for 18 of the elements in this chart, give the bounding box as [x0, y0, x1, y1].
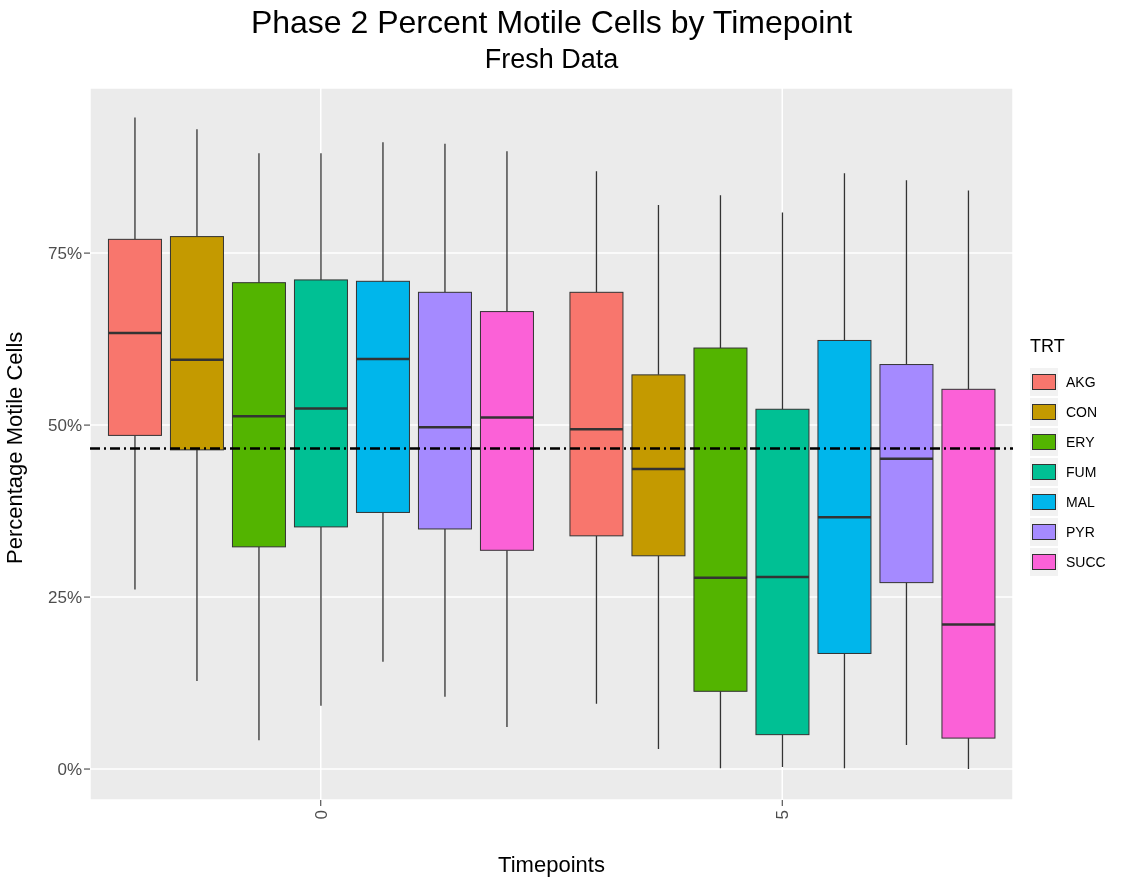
y-tick-label: 0%	[57, 760, 82, 780]
x-tick-label: 5	[773, 810, 793, 820]
x-tick-label: 0	[311, 810, 331, 820]
y-tick-label: 25%	[47, 588, 82, 608]
legend-label: AKG	[1066, 374, 1096, 390]
chart-title: Phase 2 Percent Motile Cells by Timepoint	[249, 4, 854, 41]
legend-label: SUCC	[1066, 554, 1106, 570]
legend-label: PYR	[1066, 524, 1095, 540]
legend-title: TRT	[1030, 336, 1066, 357]
legend-label: MAL	[1066, 494, 1095, 510]
legend-label: FUM	[1066, 464, 1097, 480]
y-tick-label: 75%	[47, 244, 82, 264]
legend-label: CON	[1066, 404, 1098, 420]
legend-label: ERY	[1066, 434, 1095, 450]
x-axis-title: Timepoints	[498, 852, 605, 877]
chart-subtitle: Fresh Data	[483, 44, 620, 75]
y-tick-label: 50%	[47, 416, 82, 436]
y-axis-title: Percentage Motile Cells	[1, 331, 27, 564]
